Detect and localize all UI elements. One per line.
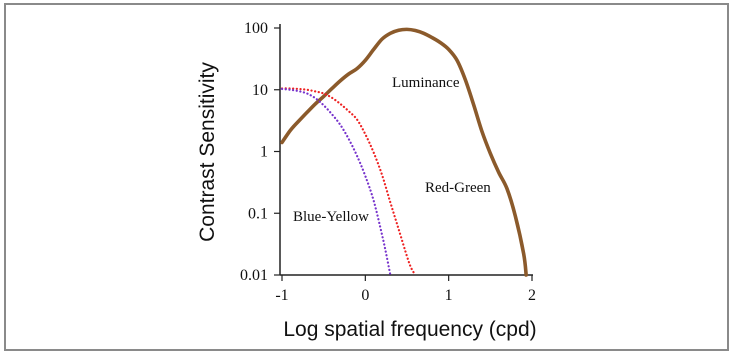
x-tick-label: 2	[528, 287, 536, 304]
axis-ticks: -1 0 1 2 100 10 1 0.1 0.01	[240, 20, 536, 304]
series-line-red-green	[280, 87, 417, 277]
series-label-blue-yellow: Blue-Yellow	[293, 209, 369, 225]
x-axis-title: Log spatial frequency (cpd)	[283, 318, 536, 341]
y-tick-label: 0.1	[248, 205, 268, 222]
series-group	[280, 27, 528, 277]
x-tick-label: 0	[361, 287, 369, 304]
y-tick-label: 100	[244, 20, 268, 37]
y-tick-label: 1	[260, 144, 268, 161]
x-tick-label: 1	[445, 287, 453, 304]
y-axis-title: Contrast Sensitivity	[196, 62, 219, 242]
series-line-blue-yellow	[280, 87, 392, 277]
series-line-luminance	[280, 27, 528, 277]
series-label-red-green: Red-Green	[425, 180, 491, 196]
y-tick-label: 0.01	[240, 267, 268, 284]
series-label-luminance: Luminance	[392, 75, 460, 91]
x-tick-label: -1	[275, 287, 288, 304]
y-tick-label: 10	[252, 82, 268, 99]
